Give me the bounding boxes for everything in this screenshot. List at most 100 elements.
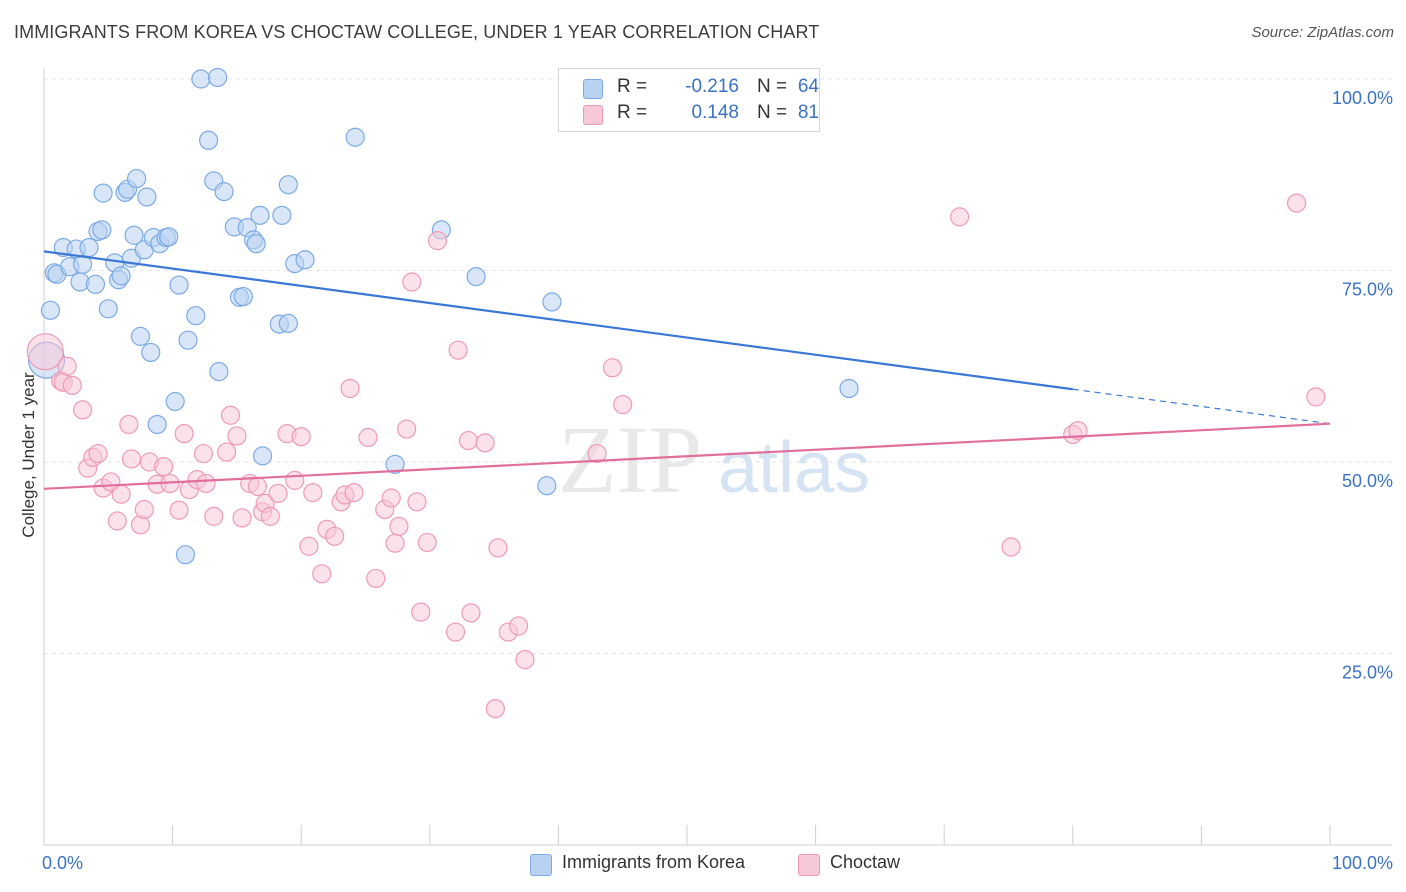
trend-line-korea: [43, 250, 1073, 391]
legend-r-value-choctaw: 0.148: [691, 102, 739, 123]
point-korea-40: [209, 362, 229, 382]
point-choctaw-72: [587, 443, 607, 464]
point-choctaw-5: [72, 400, 93, 420]
legend-n-value-korea: 64: [797, 76, 819, 97]
point-korea-25: [141, 342, 161, 363]
point-choctaw-11: [107, 511, 127, 531]
point-korea-0: [40, 300, 61, 320]
point-choctaw-36: [260, 506, 280, 526]
point-choctaw-49: [344, 483, 364, 503]
point-korea-36: [191, 69, 211, 89]
point-choctaw-70: [508, 616, 529, 636]
chart-source: Source: ZipAtlas.com: [1251, 24, 1394, 41]
point-choctaw-79: [1286, 193, 1307, 213]
point-choctaw-71: [515, 650, 535, 670]
point-choctaw-28: [217, 442, 237, 462]
point-korea-52: [278, 313, 298, 333]
point-korea-57: [385, 454, 405, 474]
point-choctaw-27: [204, 506, 224, 526]
grid-lines: [44, 78, 1392, 654]
point-choctaw-14: [121, 449, 142, 469]
point-choctaw-74: [613, 394, 633, 415]
point-choctaw-16: [134, 499, 154, 520]
point-choctaw-21: [169, 500, 189, 520]
point-korea-41: [214, 182, 234, 202]
point-korea-49: [253, 446, 273, 466]
point-korea-35: [186, 306, 206, 326]
legend-swatch-korea: [583, 79, 603, 99]
point-choctaw-67: [485, 699, 505, 719]
point-choctaw-60: [417, 532, 437, 553]
point-korea-11: [92, 220, 112, 240]
trend-line-choctaw: [43, 422, 1331, 490]
point-choctaw-45: [325, 526, 345, 546]
point-choctaw-66: [475, 433, 495, 453]
legend-r-label: R =: [617, 102, 648, 123]
point-korea-56: [345, 127, 365, 147]
point-choctaw-54: [385, 533, 405, 553]
point-choctaw-4: [57, 356, 77, 376]
point-choctaw-39: [285, 470, 305, 490]
trend-line-korea-projection: [1072, 388, 1331, 425]
point-choctaw-58: [407, 492, 427, 512]
point-korea-33: [175, 545, 196, 565]
legend-r-label: R =: [617, 76, 648, 97]
point-korea-22: [130, 326, 151, 346]
point-choctaw-26: [196, 473, 216, 494]
watermark-atlas: atlas: [718, 428, 870, 508]
point-choctaw-64: [458, 430, 478, 451]
point-korea-27: [147, 414, 167, 435]
point-korea-39: [208, 67, 228, 88]
trend-lines: [43, 250, 1331, 490]
point-choctaw-68: [488, 538, 508, 558]
point-choctaw-40: [291, 427, 311, 447]
point-choctaw-22: [174, 424, 194, 444]
point-choctaw-29: [220, 405, 241, 425]
point-choctaw-37: [268, 483, 288, 504]
point-choctaw-30: [227, 426, 247, 446]
point-choctaw-25: [193, 443, 214, 464]
point-korea-55: [295, 250, 315, 270]
correlation-legend: R = -0.216 N = 64 R = 0.148 N = 81: [558, 68, 820, 132]
point-choctaw-61: [427, 231, 448, 251]
point-korea-9: [85, 274, 106, 294]
y-axis-label: College, Under 1 year: [19, 372, 38, 538]
point-choctaw-51: [366, 568, 386, 589]
point-korea-12: [98, 299, 118, 319]
point-choctaw-41: [299, 536, 319, 556]
data-points: [26, 67, 1326, 719]
point-korea-34: [178, 330, 198, 350]
legend-n-label: N =: [757, 76, 788, 97]
point-korea-37: [199, 130, 219, 150]
point-choctaw-57: [402, 272, 422, 292]
point-choctaw-3: [62, 375, 82, 395]
bottom-legend-label-korea: Immigrants from Korea: [562, 852, 746, 872]
y-tick-label-75: 75.0%: [1342, 280, 1393, 300]
point-choctaw-48: [340, 378, 360, 399]
point-korea-59: [466, 267, 486, 287]
point-korea-44: [233, 286, 253, 307]
y-tick-label-25: 25.0%: [1342, 663, 1393, 683]
point-choctaw-65: [461, 603, 481, 623]
point-korea-24: [137, 187, 157, 207]
axes: [43, 68, 1392, 846]
point-korea-50: [272, 205, 292, 225]
point-choctaw-55: [389, 516, 409, 536]
point-choctaw-73: [602, 358, 623, 378]
point-choctaw-8: [88, 443, 108, 464]
point-korea-21: [126, 168, 147, 189]
legend-n-value-choctaw: 81: [797, 102, 819, 123]
legend-n-label: N =: [757, 102, 788, 123]
tick-labels: 25.0% 50.0% 75.0% 100.0% 0.0% 100.0%: [42, 88, 1393, 873]
point-choctaw-53: [381, 488, 401, 508]
point-choctaw-76: [1001, 537, 1021, 557]
point-choctaw-19: [153, 456, 174, 477]
point-korea-30: [159, 227, 179, 247]
y-tick-label-100: 100.0%: [1332, 88, 1393, 108]
point-choctaw-43: [312, 564, 332, 584]
point-choctaw-75: [950, 207, 970, 227]
point-choctaw-62: [445, 622, 466, 642]
point-korea-47: [246, 234, 266, 254]
point-choctaw-12: [111, 484, 131, 504]
